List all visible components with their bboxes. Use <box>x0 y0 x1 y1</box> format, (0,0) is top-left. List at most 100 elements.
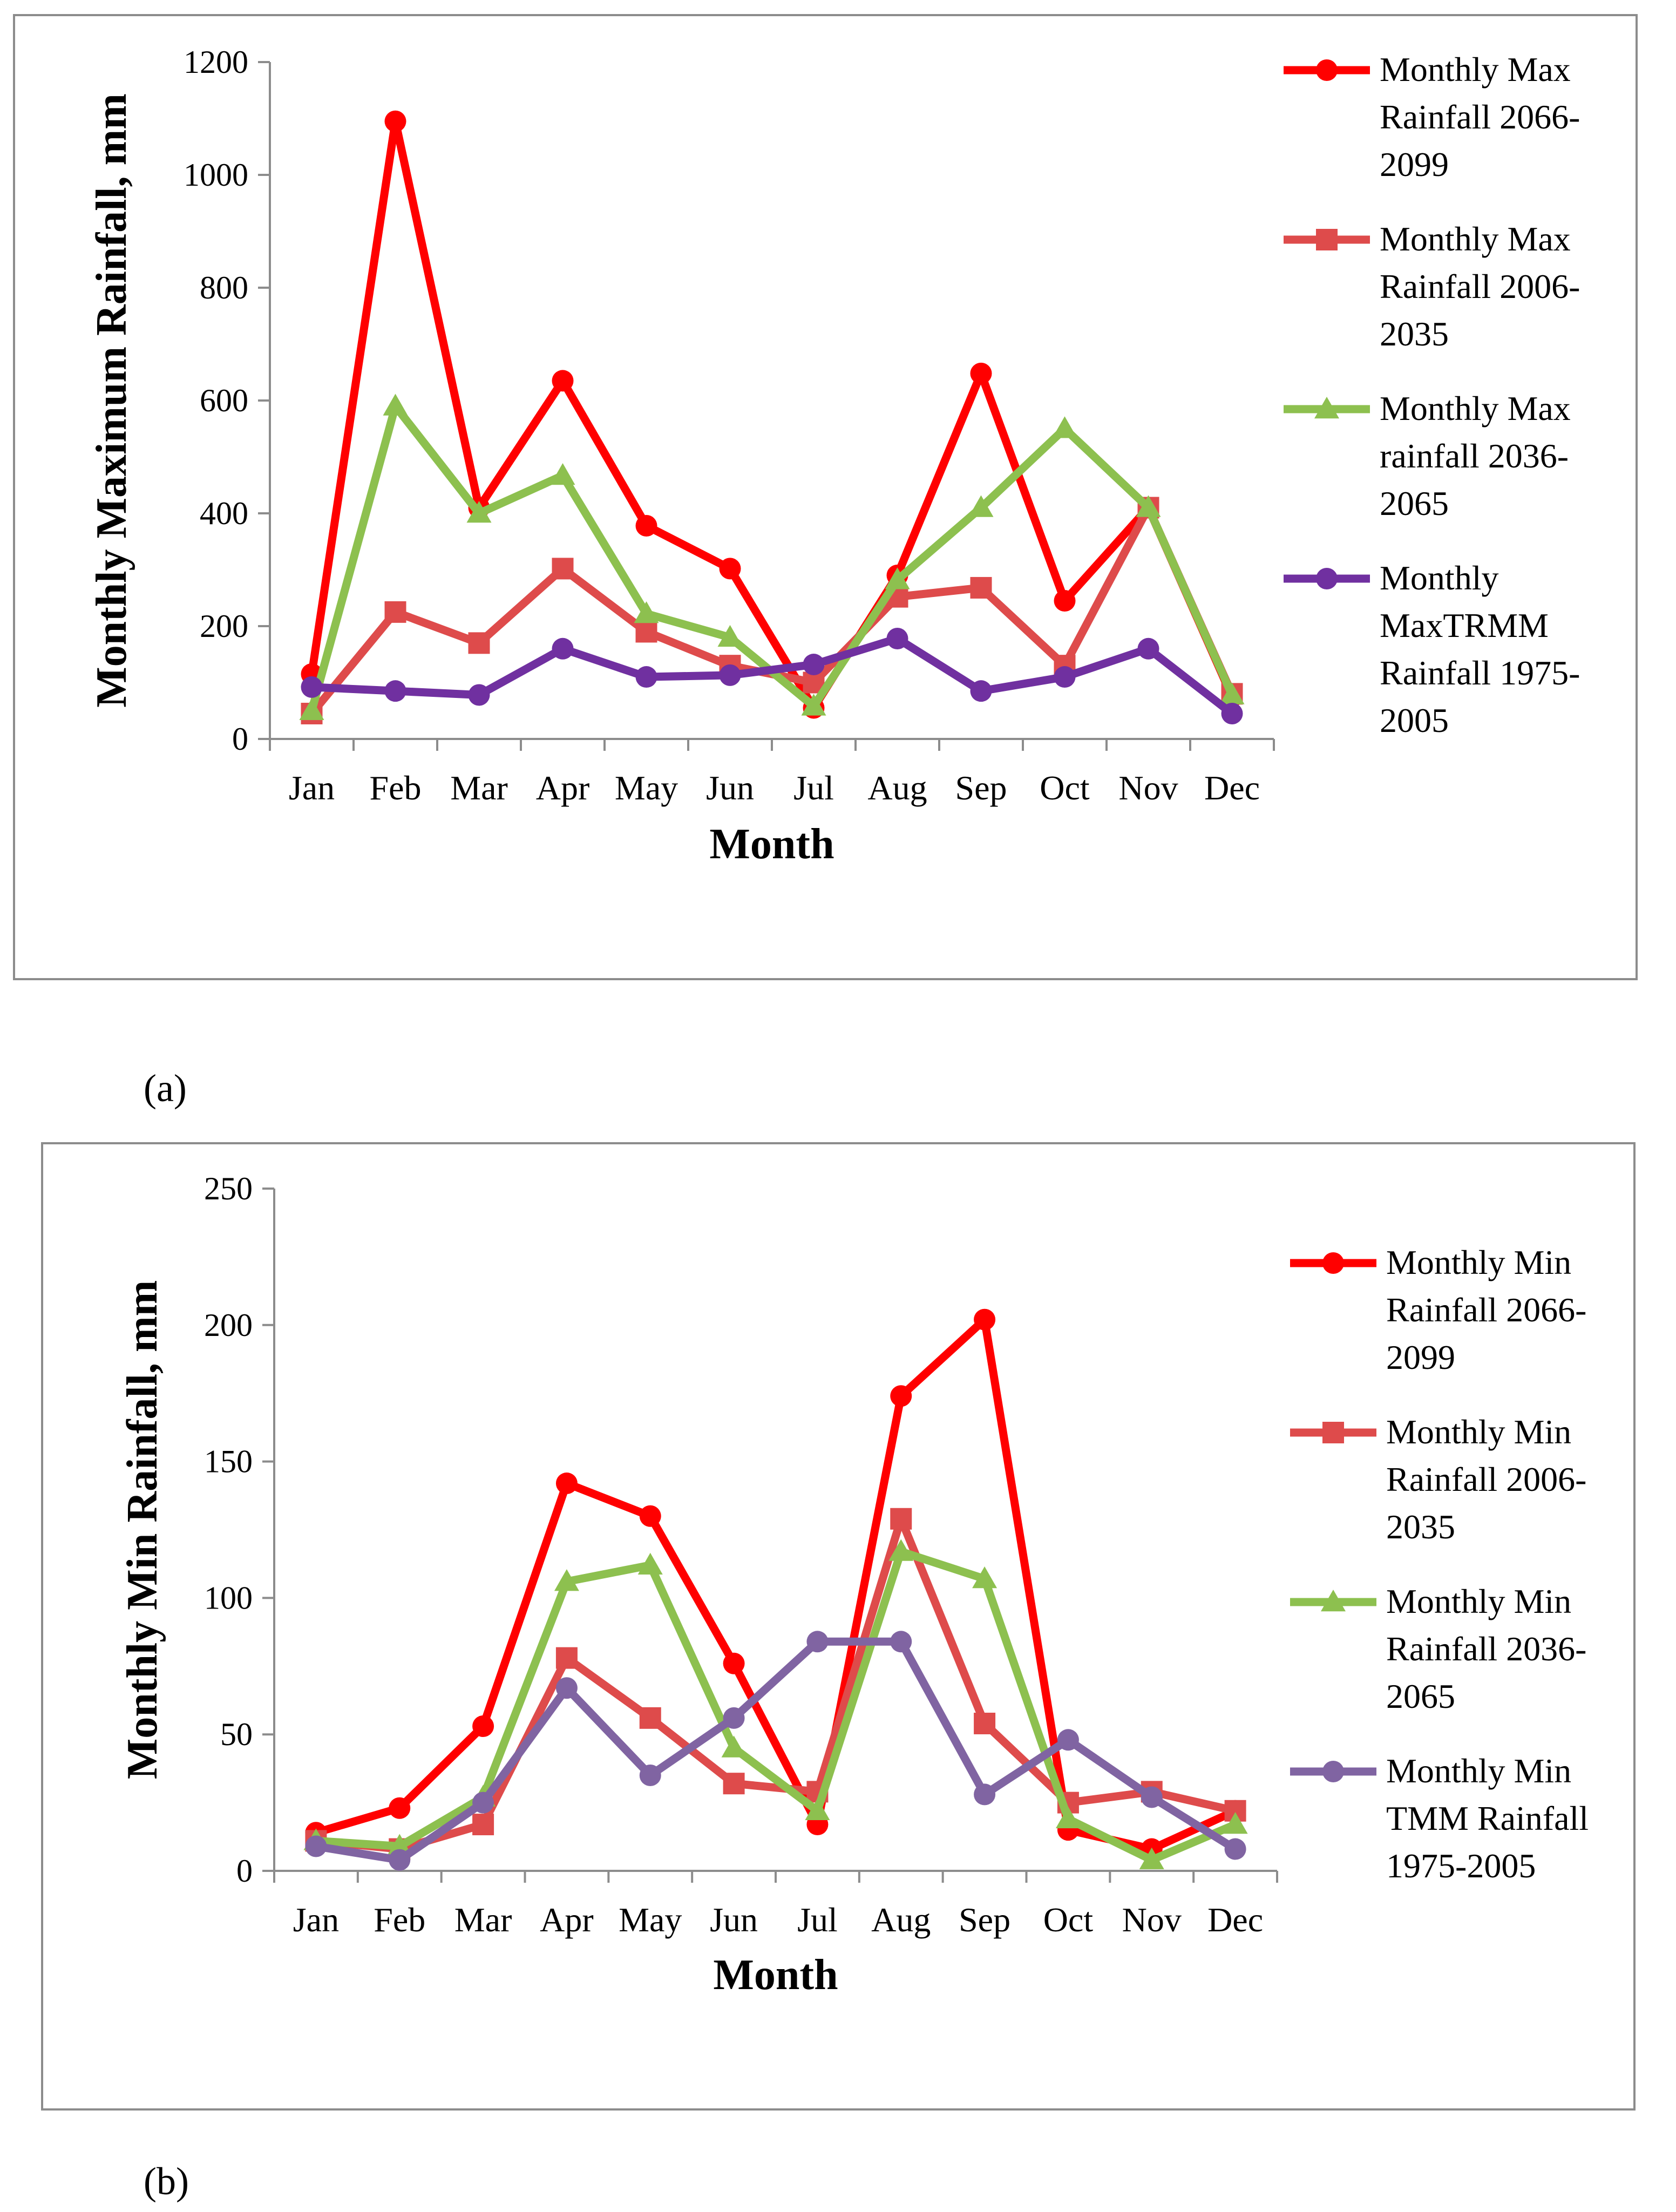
figure-label-b: (b) <box>144 2160 189 2203</box>
y-axis-title: Monthly Maximum Rainfall, mm <box>88 93 135 708</box>
data-point <box>387 1834 412 1856</box>
legend-label: Rainfall 2066- <box>1386 1291 1586 1329</box>
legend-item: Monthly Max Rainfall 2006- 2035 <box>1284 220 1580 353</box>
legend-label: Rainfall 2006- <box>1380 267 1580 306</box>
x-tick-label: Nov <box>1118 769 1178 807</box>
data-point <box>1224 1838 1246 1860</box>
x-tick-label: Dec <box>1207 1901 1263 1939</box>
legend-label: Monthly <box>1380 559 1498 597</box>
x-tick-label: Sep <box>955 769 1007 807</box>
data-point <box>555 1677 578 1699</box>
data-point <box>972 1566 998 1589</box>
data-point <box>885 567 910 589</box>
series-line <box>315 1547 1237 1864</box>
data-point <box>1139 1847 1164 1870</box>
data-point <box>974 1712 996 1734</box>
data-point <box>721 1735 747 1758</box>
data-point <box>1136 495 1161 517</box>
y-tick-label: 150 <box>204 1444 253 1480</box>
y-tick-label: 100 <box>204 1580 253 1616</box>
legend-label: Rainfall 2066- <box>1380 98 1580 136</box>
legend-label: Rainfall 2036- <box>1386 1630 1586 1668</box>
legend-label: 2099 <box>1386 1338 1455 1376</box>
data-point <box>468 632 490 654</box>
legend-swatch-marker <box>1322 1761 1344 1782</box>
y-axis-title: Monthly Min Rainfall, mm <box>119 1280 166 1779</box>
data-point <box>552 370 574 392</box>
data-point <box>468 684 490 706</box>
y-tick-label: 0 <box>236 1853 253 1889</box>
data-point <box>635 666 657 688</box>
y-tick-label: 600 <box>200 383 248 418</box>
x-tick-label: Sep <box>959 1901 1010 1939</box>
data-point <box>466 501 492 523</box>
legend-label: TMM Rainfall <box>1386 1799 1589 1837</box>
data-point <box>1055 1806 1081 1829</box>
x-axis-title: Month <box>709 820 834 868</box>
data-point <box>637 1552 663 1575</box>
legend-label: Rainfall 2006- <box>1386 1460 1586 1498</box>
legend-item: Monthly Min TMM Rainfall 1975-2005 <box>1290 1752 1589 1885</box>
legend-item: Monthly Min Rainfall 2036- 2065 <box>1290 1582 1586 1715</box>
data-point <box>890 1508 912 1530</box>
data-point <box>299 698 324 720</box>
legend-label: 2065 <box>1386 1677 1455 1715</box>
chart-b-svg: 0 50 100 150 200 250 Jan Feb Mar Apr May Jun Jul Aug S… <box>119 1171 1589 1999</box>
data-point <box>1219 682 1245 704</box>
data-point <box>1141 1786 1163 1808</box>
figure-label-a: (a) <box>144 1067 187 1110</box>
y-tick-label: 400 <box>200 496 248 531</box>
data-point <box>384 110 406 132</box>
x-tick-label: Mar <box>454 1901 512 1939</box>
axes: 0 200 400 600 800 1000 1200 Jan Feb Mar Apr May Jun J… <box>184 44 1275 807</box>
data-point <box>968 495 994 517</box>
data-point <box>719 664 741 686</box>
legend-label: Rainfall 1975- <box>1380 654 1580 692</box>
data-point <box>806 1631 829 1653</box>
x-tick-label: Mar <box>450 769 508 807</box>
legend-label: Monthly Min <box>1386 1413 1571 1451</box>
x-tick-label: Aug <box>871 1901 931 1939</box>
data-point <box>554 1569 579 1591</box>
axes: 0 50 100 150 200 250 Jan Feb Mar Apr May Jun Jul Aug S… <box>204 1171 1278 1939</box>
data-point <box>970 680 992 702</box>
data-point <box>801 694 826 716</box>
x-tick-label: Oct <box>1040 769 1090 807</box>
series-line <box>315 1515 1237 1854</box>
legend-item: Monthly Max rainfall 2036- 2065 <box>1284 389 1571 523</box>
data-point <box>555 1473 578 1495</box>
data-point <box>974 1783 996 1806</box>
legend-label: Monthly Min <box>1386 1243 1571 1281</box>
series-4 <box>305 1631 1246 1871</box>
data-point <box>639 1505 661 1527</box>
legend-label: 2065 <box>1380 484 1449 523</box>
data-point <box>890 1385 912 1407</box>
x-tick-label: Jan <box>293 1901 339 1939</box>
data-point <box>1221 702 1243 724</box>
y-tick-label: 250 <box>204 1171 253 1206</box>
x-tick-label: Jun <box>710 1901 758 1939</box>
x-tick-label: Jul <box>793 769 834 807</box>
data-point <box>723 1773 745 1795</box>
legend-label: 2035 <box>1380 315 1449 353</box>
data-point <box>305 1835 327 1857</box>
legend-swatch-marker <box>1316 59 1338 81</box>
legend-label: rainfall 2036- <box>1380 437 1569 475</box>
chart-a-svg: 0 200 400 600 800 1000 1200 Jan Feb Mar Apr May Jun J… <box>88 44 1580 868</box>
data-point <box>635 621 657 643</box>
legend-label: Monthly Max <box>1380 220 1571 258</box>
legend-item: Monthly Min Rainfall 2006- 2035 <box>1290 1413 1586 1546</box>
y-tick-label: 200 <box>200 608 248 644</box>
data-point <box>472 1814 494 1836</box>
series-line <box>315 1637 1238 1864</box>
legend-item: Monthly Max Rainfall 2066- 2099 <box>1284 50 1580 184</box>
x-tick-label: Feb <box>374 1901 425 1939</box>
x-tick-label: Oct <box>1043 1901 1094 1939</box>
x-tick-label: Jun <box>706 769 754 807</box>
data-point <box>552 637 574 660</box>
x-tick-label: May <box>619 1901 682 1939</box>
legend-swatch-marker <box>1321 1590 1346 1612</box>
series-4 <box>301 627 1243 724</box>
data-point <box>1054 589 1076 612</box>
legend-label: 2099 <box>1380 145 1449 184</box>
